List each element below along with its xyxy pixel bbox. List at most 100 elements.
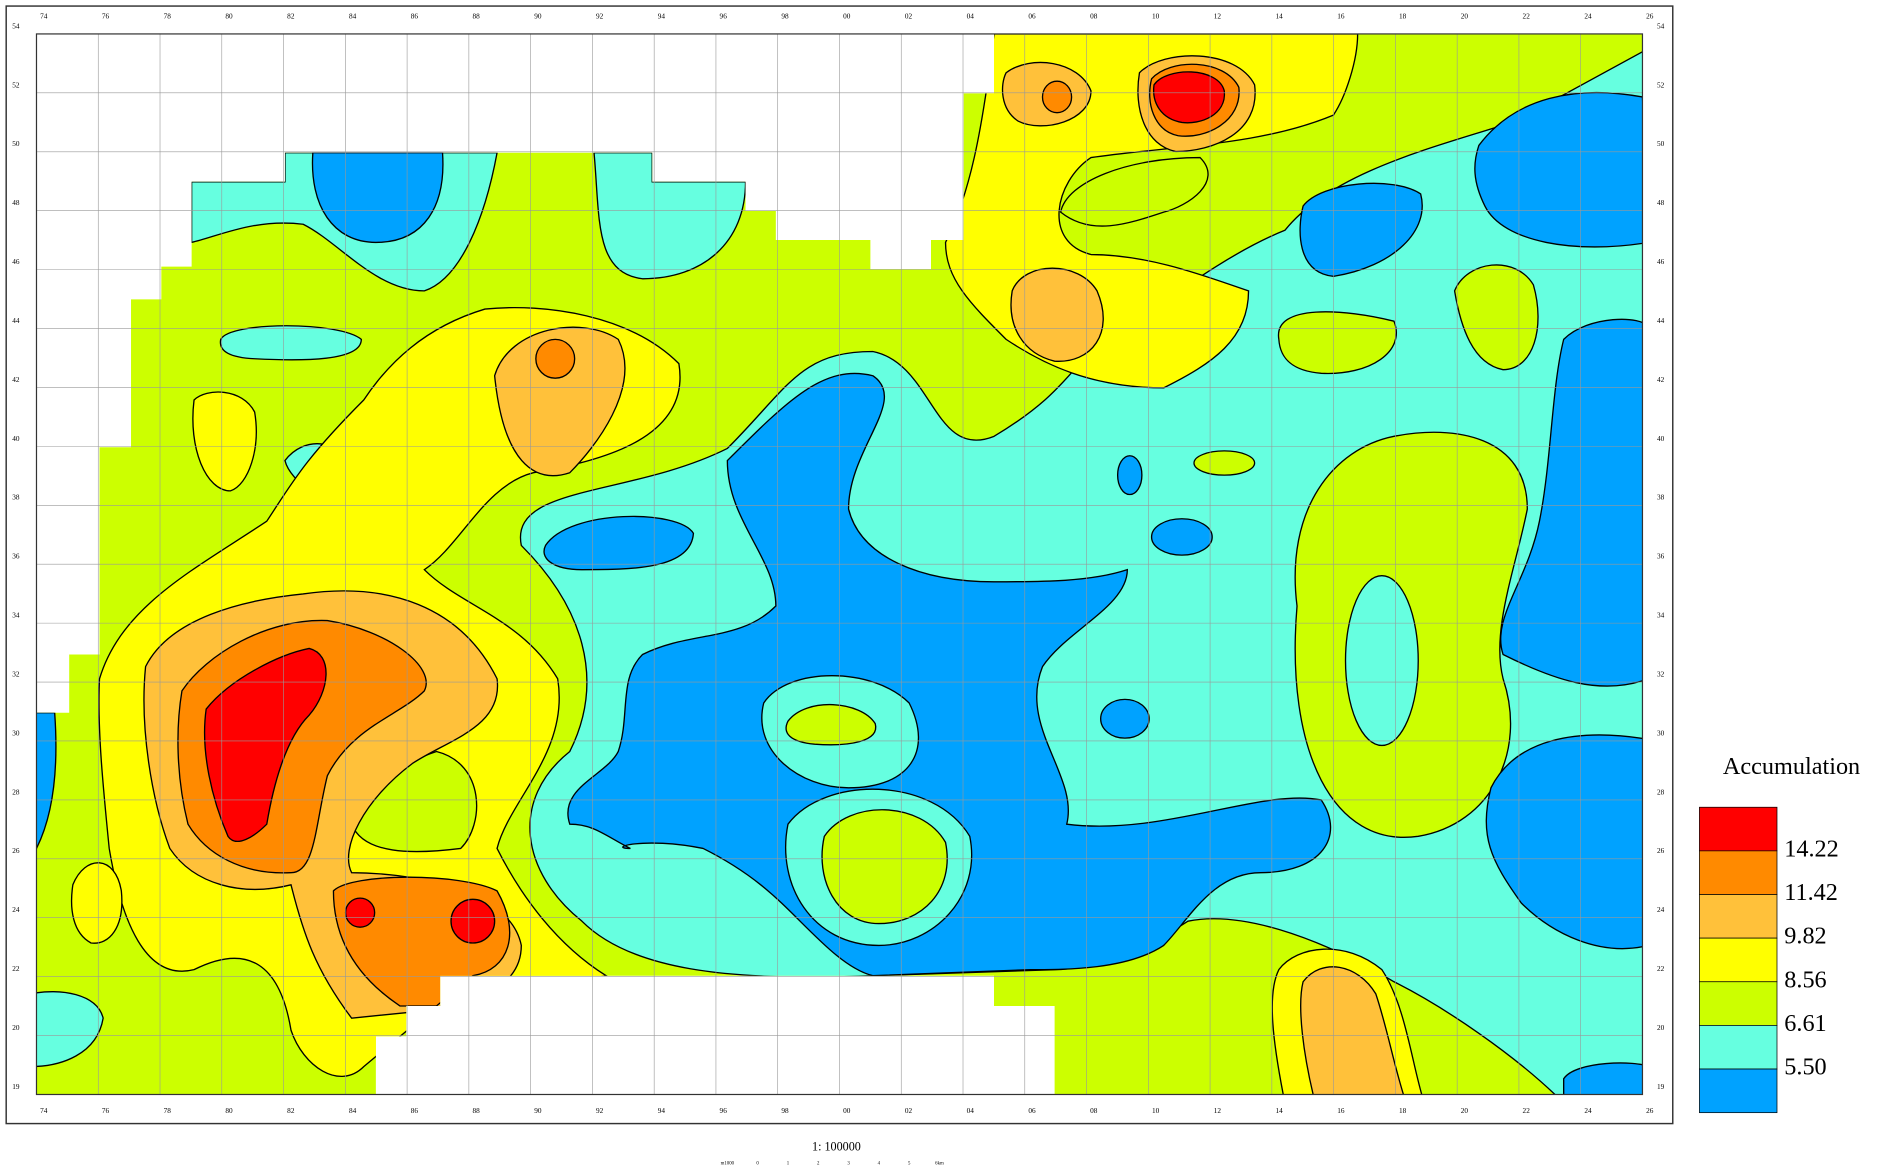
legend-swatch (1699, 807, 1777, 851)
y-label: 28 (1657, 788, 1665, 796)
x-label: 14 (1275, 1107, 1283, 1115)
y-label: 30 (1657, 729, 1665, 737)
y-label: 48 (12, 199, 20, 207)
x-label: 98 (781, 13, 789, 21)
scale-label: m1000 (721, 1162, 735, 1166)
x-label: 82 (287, 13, 295, 21)
y-label: 40 (12, 435, 20, 443)
y-label: 24 (1657, 906, 1665, 914)
legend-swatch (1699, 1069, 1777, 1113)
y-label: 26 (12, 847, 20, 855)
x-label: 22 (1523, 13, 1531, 21)
y-label: 34 (1657, 612, 1665, 620)
legend-break: 14.22 (1784, 835, 1839, 862)
x-label: 78 (164, 13, 172, 21)
y-label: 42 (1657, 376, 1665, 384)
scale-text: 1: 100000 (812, 1140, 861, 1154)
x-label: 88 (473, 13, 481, 21)
x-label: 18 (1399, 1107, 1407, 1115)
x-label: 14 (1275, 13, 1283, 21)
y-label: 52 (12, 81, 20, 89)
x-label: 84 (349, 13, 357, 21)
x-label: 08 (1090, 1107, 1098, 1115)
x-label: 06 (1028, 13, 1036, 21)
legend-break: 5.50 (1784, 1054, 1826, 1081)
scale-label: 5 (908, 1162, 911, 1166)
x-label: 20 (1461, 13, 1469, 21)
x-label: 08 (1090, 13, 1098, 21)
x-label: 02 (905, 1107, 913, 1115)
legend-title: Accumulation (1723, 753, 1860, 780)
x-label: 00 (843, 1107, 851, 1115)
scale-label: 1 (787, 1162, 790, 1166)
y-label: 19 (1657, 1083, 1665, 1091)
x-label: 88 (473, 1107, 481, 1115)
y-label: 46 (1657, 258, 1665, 266)
x-label: 94 (658, 13, 666, 21)
x-label: 26 (1646, 13, 1654, 21)
x-label: 24 (1584, 13, 1592, 21)
legend-swatch (1699, 1025, 1777, 1069)
legend-break: 8.56 (1784, 966, 1826, 993)
x-label: 74 (40, 1107, 48, 1115)
x-label: 96 (720, 1107, 728, 1115)
y-label: 36 (12, 553, 20, 561)
y-label: 46 (12, 258, 20, 266)
x-label: 92 (596, 1107, 604, 1115)
legend-break: 11.42 (1784, 879, 1838, 906)
x-label: 12 (1214, 1107, 1222, 1115)
x-label: 24 (1584, 1107, 1592, 1115)
x-label: 80 (225, 13, 233, 21)
y-label: 44 (12, 317, 20, 325)
x-label: 86 (411, 1107, 419, 1115)
y-label: 40 (1657, 435, 1665, 443)
y-label: 30 (12, 729, 20, 737)
y-label: 54 (12, 22, 20, 30)
x-label: 26 (1646, 1107, 1654, 1115)
legend-swatch (1699, 982, 1777, 1026)
y-label: 44 (1657, 317, 1665, 325)
y-label: 20 (1657, 1024, 1665, 1032)
y-label: 38 (12, 494, 20, 502)
scale-label: 0 (756, 1162, 759, 1166)
x-label: 76 (102, 1107, 110, 1115)
y-label: 22 (12, 965, 20, 973)
legend-swatch (1699, 894, 1777, 938)
x-label: 06 (1028, 1107, 1036, 1115)
y-label: 36 (1657, 553, 1665, 561)
y-label: 22 (1657, 965, 1665, 973)
legend-swatch (1699, 938, 1777, 982)
x-label: 10 (1152, 13, 1160, 21)
x-label: 98 (781, 1107, 789, 1115)
x-label: 84 (349, 1107, 357, 1115)
x-label: 16 (1337, 13, 1345, 21)
x-label: 04 (967, 1107, 975, 1115)
y-label: 34 (12, 612, 20, 620)
x-label: 12 (1214, 13, 1222, 21)
x-label: 22 (1523, 1107, 1531, 1115)
x-label: 04 (967, 13, 975, 21)
y-label: 32 (1657, 670, 1665, 678)
y-label: 32 (12, 670, 20, 678)
y-label: 24 (12, 906, 20, 914)
y-label: 26 (1657, 847, 1665, 855)
scale-label: 3 (847, 1162, 850, 1166)
x-label: 18 (1399, 13, 1407, 21)
y-label: 20 (12, 1024, 20, 1032)
map: 7474767678788080828284848686888890909292… (0, 0, 1885, 1166)
legend: 14.22 11.42 9.82 8.56 6.61 5.50 (1699, 807, 1838, 1112)
y-label: 38 (1657, 494, 1665, 502)
page: 7474767678788080828284848686888890909292… (0, 0, 1885, 1171)
x-label: 86 (411, 13, 419, 21)
y-label: 28 (12, 788, 20, 796)
x-label: 20 (1461, 1107, 1469, 1115)
legend-break: 9.82 (1784, 923, 1826, 950)
legend-break: 6.61 (1784, 1010, 1826, 1037)
x-label: 90 (534, 13, 542, 21)
y-label: 42 (12, 376, 20, 384)
y-label: 50 (1657, 140, 1665, 148)
x-label: 02 (905, 13, 913, 21)
x-label: 96 (720, 13, 728, 21)
legend-swatch (1699, 851, 1777, 895)
